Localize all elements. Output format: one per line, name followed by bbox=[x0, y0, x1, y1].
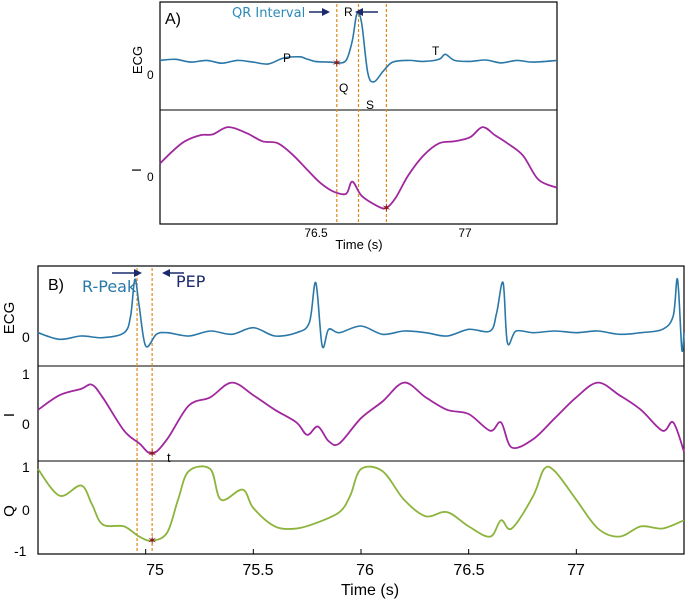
panel-a-xlabel: Time (s) bbox=[335, 237, 382, 252]
point-p-label: P bbox=[283, 51, 291, 65]
panel-b-xtick-75-5: 75.5 bbox=[242, 562, 273, 579]
panel-b-q-marker-0: ✶ bbox=[147, 534, 157, 548]
panel-a-i-marker-0: ✶ bbox=[381, 201, 391, 215]
panel-b-markers: ✶✶ bbox=[147, 447, 157, 548]
panel-b-q-line bbox=[37, 465, 685, 542]
panel-b-ylabel-i: I bbox=[1, 413, 18, 417]
panel-a-xtick-76-5: 76.5 bbox=[304, 226, 328, 240]
t-label: t bbox=[167, 450, 171, 465]
point-q-label: Q bbox=[339, 81, 348, 95]
panel-b-i-marker-0: ✶ bbox=[147, 447, 157, 461]
panel-a-label: A) bbox=[165, 11, 181, 28]
panel-b-ytick-ecg-0: 0 bbox=[22, 329, 30, 345]
panel-a-ytick-ecg: 0 bbox=[147, 68, 154, 82]
pep-arrow-left bbox=[162, 269, 184, 277]
panel-a-ytick-i: 0 bbox=[147, 170, 154, 184]
pep-label: PEP bbox=[176, 272, 206, 291]
rpeak-arrow-right bbox=[112, 269, 142, 277]
panel-b-ytick-q-0: 0 bbox=[22, 502, 30, 518]
point-r-label: R bbox=[344, 5, 353, 19]
qr-arrow-left bbox=[355, 8, 378, 16]
panel-a-frame bbox=[159, 1, 558, 225]
panel-b-guides bbox=[136, 268, 153, 552]
point-s-label: S bbox=[366, 98, 374, 112]
panel-a-i-line bbox=[159, 126, 558, 210]
rpeak-label: R-Peak bbox=[82, 277, 137, 296]
panel-a-ecg-line bbox=[159, 11, 558, 83]
qr-interval-label: QR Interval bbox=[232, 6, 305, 21]
panel-a-ecg-marker-0: ✶ bbox=[332, 56, 342, 70]
panel-b-ylabel-q: Q bbox=[1, 505, 18, 517]
panel-b-xtick-76: 76 bbox=[356, 562, 374, 579]
panel-a-markers: ✶✶ bbox=[332, 56, 392, 215]
panel-b-xtick-75: 75 bbox=[146, 562, 164, 579]
panel-b-frame bbox=[37, 265, 685, 555]
panel-b-ytick-q-neg1: -1 bbox=[14, 543, 27, 559]
panel-b-xlabel: Time (s) bbox=[341, 582, 399, 599]
panel-b-xtick-77: 77 bbox=[567, 562, 585, 579]
panel-a-ylabel-ecg: ECG bbox=[130, 46, 145, 74]
panel-b-ytick-i-0: 0 bbox=[22, 416, 30, 432]
panel-b-ytick-i-1: 1 bbox=[22, 366, 30, 382]
qr-arrow-right bbox=[309, 8, 330, 16]
panel-a-guides bbox=[336, 4, 388, 222]
point-t-label: T bbox=[432, 44, 440, 58]
panel-b-i-line bbox=[37, 381, 685, 455]
panel-b-ecg-line bbox=[37, 278, 685, 353]
panel-b-label: B) bbox=[48, 277, 64, 294]
panel-a-ylabel-i: I bbox=[129, 168, 144, 172]
panel-b-ytick-q-1: 1 bbox=[22, 459, 30, 475]
panel-b-ylabel-ecg: ECG bbox=[1, 302, 18, 335]
panel-b-xtick-76-5: 76.5 bbox=[453, 562, 484, 579]
panel-b-xticks bbox=[145, 549, 577, 554]
panel-a-xtick-77: 77 bbox=[458, 226, 472, 240]
